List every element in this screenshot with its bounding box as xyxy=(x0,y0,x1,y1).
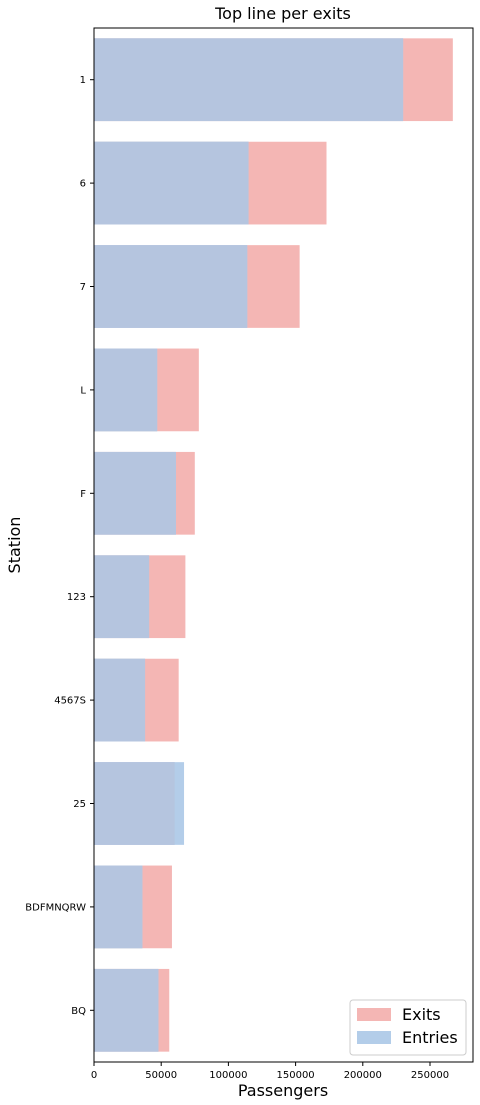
bar-overlap-25 xyxy=(94,762,175,845)
legend-swatch-exits xyxy=(357,1008,391,1021)
bar-overlap-4567S xyxy=(94,658,146,742)
bar-overlap-BDFMNQRW xyxy=(94,865,143,949)
x-ticks: 0 50000 100000 150000 200000 250000 xyxy=(91,1062,449,1081)
x-tick-label: 200000 xyxy=(344,1070,382,1081)
x-tick-label: 0 xyxy=(91,1070,97,1081)
bar-overlap-BQ xyxy=(94,968,159,1052)
plot-frame xyxy=(93,27,474,1063)
y-tick-label: BQ xyxy=(71,1006,86,1017)
x-axis-label: Passengers xyxy=(238,1081,328,1100)
legend-label-entries: Entries xyxy=(402,1028,458,1047)
bars-layer xyxy=(94,38,453,1052)
y-tick-label: 4567S xyxy=(54,696,86,707)
y-tick-label: 123 xyxy=(67,592,86,603)
x-tick-label: 50000 xyxy=(145,1070,177,1081)
x-tick-label: 150000 xyxy=(277,1070,315,1081)
legend-label-exits: Exits xyxy=(402,1005,441,1024)
y-ticks: 1 6 7 L F 123 4567S 25 BDFMNQRW BQ xyxy=(25,75,94,1017)
y-axis-label: Station xyxy=(5,517,24,574)
legend-swatch-entries xyxy=(357,1031,391,1044)
y-tick-label: 7 xyxy=(80,282,86,293)
y-tick-label: BDFMNQRW xyxy=(25,902,86,913)
bar-overlap-123 xyxy=(94,555,150,639)
bar-overlap-L xyxy=(94,348,158,432)
bar-overlap-1 xyxy=(94,38,404,122)
y-tick-label: F xyxy=(80,489,86,500)
bar-overlap-F xyxy=(94,451,176,535)
legend: Exits Entries xyxy=(349,999,467,1056)
y-tick-label: 1 xyxy=(80,75,86,86)
y-tick-label: L xyxy=(80,385,86,396)
x-tick-label: 100000 xyxy=(209,1070,247,1081)
bar-overlap-7 xyxy=(94,245,248,328)
y-tick-label: 6 xyxy=(80,179,86,190)
y-tick-label: 25 xyxy=(73,799,86,810)
bar-overlap-6 xyxy=(94,141,249,225)
x-tick-label: 250000 xyxy=(411,1070,449,1081)
chart-title: Top line per exits xyxy=(214,4,351,23)
